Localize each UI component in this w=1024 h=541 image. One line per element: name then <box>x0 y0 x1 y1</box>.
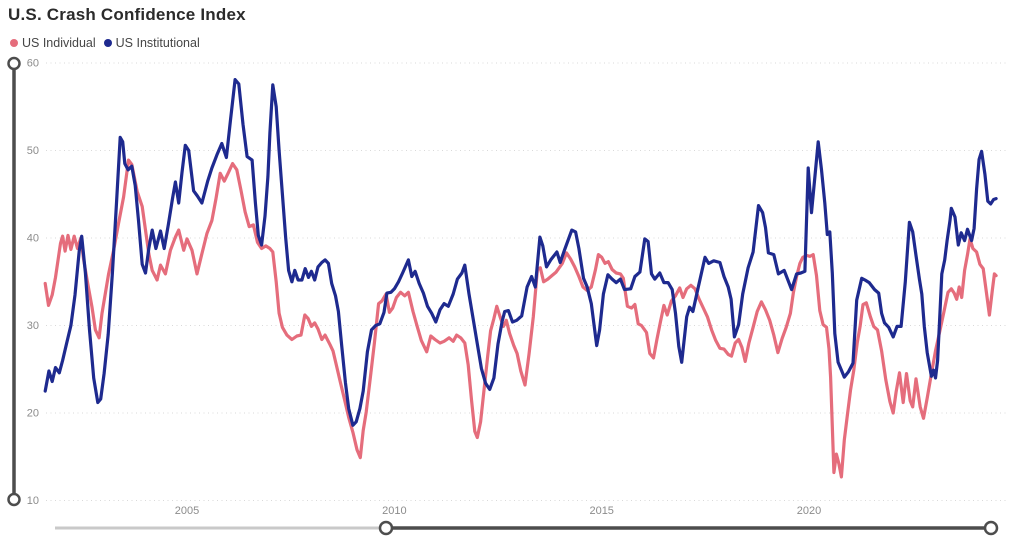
legend-label-us-institutional: US Institutional <box>115 36 200 50</box>
x-axis-tick-label: 2010 <box>382 505 406 517</box>
legend-dot-icon <box>10 39 18 47</box>
legend-item-us-individual[interactable]: US Individual <box>10 36 96 50</box>
y-range-slider-lower-handle[interactable] <box>7 492 21 507</box>
y-axis-tick-label: 20 <box>27 408 39 420</box>
x-range-slider-right-handle[interactable] <box>983 520 999 536</box>
legend-item-us-institutional[interactable]: US Institutional <box>103 36 200 50</box>
x-range-slider-left-handle[interactable] <box>378 520 394 536</box>
chart-title: U.S. Crash Confidence Index <box>8 5 246 24</box>
legend: US Individual US Institutional <box>10 36 200 50</box>
y-axis-tick-label: 30 <box>27 320 39 332</box>
legend-label-us-individual: US Individual <box>22 36 96 50</box>
y-axis-tick-label: 60 <box>27 58 39 70</box>
x-axis-tick-label: 2005 <box>175 505 199 517</box>
x-axis-tick-label: 2015 <box>589 505 613 517</box>
y-axis-tick-label: 40 <box>27 233 39 245</box>
series-line-us-institutional[interactable] <box>43 77 998 427</box>
x-axis-tick-label: 2020 <box>797 505 821 517</box>
series-line-us-individual[interactable] <box>43 158 998 479</box>
y-range-slider <box>7 56 21 507</box>
legend-dot-icon <box>103 39 112 47</box>
y-axis-tick-label: 50 <box>27 145 39 157</box>
y-range-slider-upper-handle[interactable] <box>7 56 21 71</box>
x-range-slider <box>55 520 999 536</box>
y-axis-tick-label: 10 <box>27 495 39 507</box>
